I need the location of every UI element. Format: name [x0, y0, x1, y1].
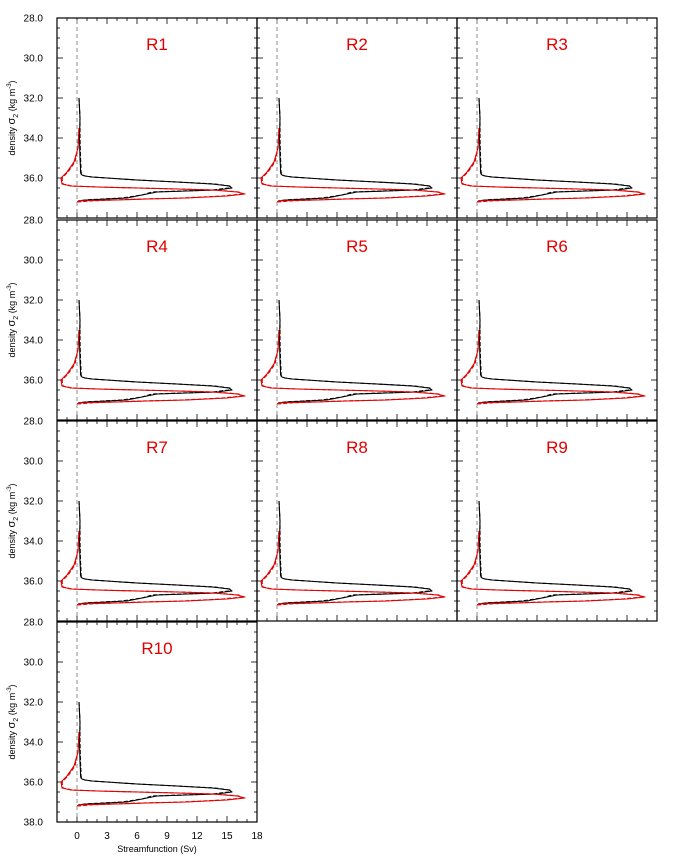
series-line-3	[61, 127, 243, 203]
panel-r5: R5	[256, 219, 458, 421]
y-tick-label: 30.0	[24, 256, 44, 267]
panel-title: R3	[546, 35, 568, 54]
series-line-0	[477, 500, 633, 605]
panel-title: R5	[346, 237, 368, 256]
series-line-1	[77, 97, 231, 202]
x-tick-label: 9	[164, 831, 170, 842]
series-line-3	[461, 329, 643, 405]
series-line-3	[61, 530, 243, 606]
y-tick-label: 32.0	[24, 497, 44, 508]
x-tick-label: 12	[191, 831, 203, 842]
series-line-3	[61, 329, 243, 405]
series-line-1	[277, 97, 431, 202]
x-axis-title: Streamfunction (Sv)	[117, 844, 197, 854]
series-line-3	[261, 329, 443, 405]
series-line-0	[277, 500, 433, 605]
series-line-2	[60, 127, 246, 203]
series-line-0	[77, 97, 233, 202]
y-tick-label: 36.0	[24, 174, 44, 185]
series-line-0	[277, 97, 433, 202]
y-tick-label: 28.0	[24, 417, 44, 428]
panel-title: R1	[146, 35, 168, 54]
series-line-0	[77, 500, 233, 605]
series-line-2	[60, 329, 246, 405]
panel-r9: R9	[456, 420, 658, 622]
y-axis-title: density σ2 (kg m-3)	[6, 80, 20, 155]
y-tick-label: 28.0	[24, 14, 44, 25]
series-line-1	[77, 701, 231, 806]
panel-frame	[456, 17, 658, 219]
panel-title: R9	[546, 438, 568, 457]
y-tick-label: 32.0	[24, 94, 44, 105]
panel-r3: R3	[456, 17, 658, 219]
series-line-2	[260, 329, 446, 405]
series-line-2	[60, 731, 246, 807]
y-tick-label: 34.0	[24, 738, 44, 749]
series-line-1	[477, 299, 631, 404]
series-line-2	[260, 127, 446, 203]
series-line-0	[277, 299, 433, 404]
series-line-3	[461, 530, 643, 606]
y-axis-title: density σ2 (kg m-3)	[6, 483, 20, 558]
panel-r2: R2	[256, 17, 458, 219]
y-tick-label: 36.0	[24, 376, 44, 387]
panel-title: R4	[146, 237, 168, 256]
y-tick-label: 34.0	[24, 336, 44, 347]
panel-r4: R4 28.0 30.0 32.0 34.0 36.0 density σ2 (kg m-3…	[6, 216, 258, 421]
panel-r7: R7 28.0 30.0 32.0 34.0 36.0 density σ2 (kg m-3…	[6, 417, 258, 622]
series-line-2	[460, 329, 646, 405]
y-tick-label: 28.0	[24, 618, 44, 629]
x-tick-label: 3	[104, 831, 110, 842]
panel-frame	[456, 219, 658, 421]
y-tick-label: 30.0	[24, 457, 44, 468]
panel-r1: R1 28.0 30.0 32.0 34.0 36.0 density σ2 (kg m-3…	[6, 14, 258, 219]
series-line-3	[61, 731, 243, 807]
panel-r8: R8	[256, 420, 458, 622]
series-line-0	[77, 299, 233, 404]
panel-title: R6	[546, 237, 568, 256]
series-line-2	[60, 530, 246, 606]
series-line-1	[77, 299, 231, 404]
x-tick-label: 15	[221, 831, 233, 842]
series-line-1	[277, 500, 431, 605]
x-tick-label: 0	[74, 831, 80, 842]
series-line-2	[460, 530, 646, 606]
series-line-1	[77, 500, 231, 605]
series-line-1	[477, 500, 631, 605]
x-tick-label: 18	[251, 831, 263, 842]
y-tick-label: 36.0	[24, 778, 44, 789]
series-line-0	[77, 701, 233, 806]
y-axis-title: density σ2 (kg m-3)	[6, 684, 20, 759]
panel-r10: R10 28.0 30.0 32.0 34.0 36.0 38.0 density σ2 (k…	[6, 618, 263, 855]
y-tick-label: 28.0	[24, 216, 44, 227]
series-line-1	[477, 97, 631, 202]
y-tick-label: 30.0	[24, 658, 44, 669]
y-tick-label: 32.0	[24, 296, 44, 307]
series-line-1	[277, 299, 431, 404]
y-axis-title: density σ2 (kg m-3)	[6, 282, 20, 357]
panel-frame	[56, 621, 258, 823]
y-tick-label: 30.0	[24, 54, 44, 65]
y-tick-label: 34.0	[24, 537, 44, 548]
panel-title: R7	[146, 438, 168, 457]
y-tick-label: 38.0	[24, 818, 44, 829]
y-tick-label: 32.0	[24, 698, 44, 709]
series-line-0	[477, 299, 633, 404]
panel-title: R2	[346, 35, 368, 54]
series-line-2	[460, 127, 646, 203]
series-line-3	[461, 127, 643, 203]
panel-frame	[456, 420, 658, 622]
series-line-0	[477, 97, 633, 202]
panel-title: R10	[141, 639, 172, 658]
y-tick-label: 36.0	[24, 577, 44, 588]
series-line-2	[260, 530, 446, 606]
panel-title: R8	[346, 438, 368, 457]
y-tick-label: 34.0	[24, 134, 44, 145]
series-line-3	[261, 127, 443, 203]
series-line-3	[261, 530, 443, 606]
panel-r6: R6	[456, 219, 658, 421]
x-tick-label: 6	[134, 831, 140, 842]
